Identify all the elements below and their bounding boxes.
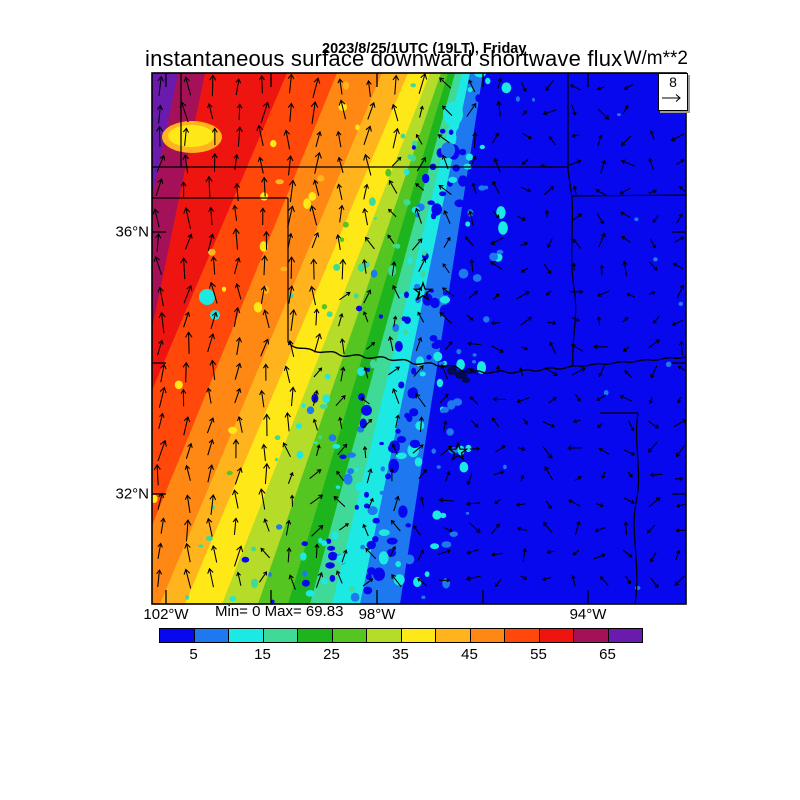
colorbar-segment <box>400 628 436 643</box>
location-star-marker <box>447 441 469 461</box>
colorbar-segment <box>159 628 195 643</box>
colorbar-segment <box>193 628 229 643</box>
colorbar-segment <box>469 628 505 643</box>
lon-tick-label: 94°W <box>569 606 607 623</box>
colorbar-tick-label: 45 <box>461 646 478 663</box>
map-frame <box>151 72 687 605</box>
colorbar-tick-label: 65 <box>599 646 616 663</box>
colorbar-segment <box>504 628 540 643</box>
colorbar-segment <box>573 628 609 643</box>
axis-ticks <box>152 73 686 604</box>
wind-vectors <box>152 73 686 590</box>
colorbar-tick-label: 5 <box>189 646 198 663</box>
colorbar: 5 15 25 35 45 55 65 <box>159 628 643 668</box>
location-star-marker <box>412 281 434 301</box>
colorbar-segment <box>297 628 333 643</box>
colorbar-segment <box>538 628 574 643</box>
colorbar-tick-label: 35 <box>392 646 409 663</box>
colorbar-tick-label: 55 <box>530 646 547 663</box>
reference-vector-box: 8 <box>658 73 688 111</box>
units-label: W/m**2 <box>623 48 688 69</box>
colorbar-segment <box>366 628 402 643</box>
reference-vector-value: 8 <box>669 74 677 90</box>
lat-tick-label: 32°N <box>115 485 149 503</box>
red-river <box>287 341 686 374</box>
lon-tick-label: 98°W <box>358 606 396 623</box>
valid-time-label: 2023/8/25/1UTC (19LT), Friday <box>322 41 527 57</box>
colorbar-segment <box>228 628 264 643</box>
colorbar-segment <box>435 628 471 643</box>
map-inner <box>152 73 686 604</box>
colorbar-segment <box>607 628 643 643</box>
colorbar-tick-label: 15 <box>254 646 271 663</box>
anomaly-patches <box>162 102 468 320</box>
colorbar-segment <box>262 628 298 643</box>
lon-tick-label: 102°W <box>143 606 189 623</box>
colorbar-tick-label: 25 <box>323 646 340 663</box>
plot-title: instantaneous surface downward shortwave… <box>145 46 623 71</box>
colorbar-segment <box>331 628 367 643</box>
lat-tick-label: 36°N <box>115 223 149 241</box>
cloud-speckles <box>152 73 684 604</box>
reference-vector-arrow-icon <box>662 94 681 102</box>
minmax-label: Min= 0 Max= 69.83 <box>215 603 344 620</box>
